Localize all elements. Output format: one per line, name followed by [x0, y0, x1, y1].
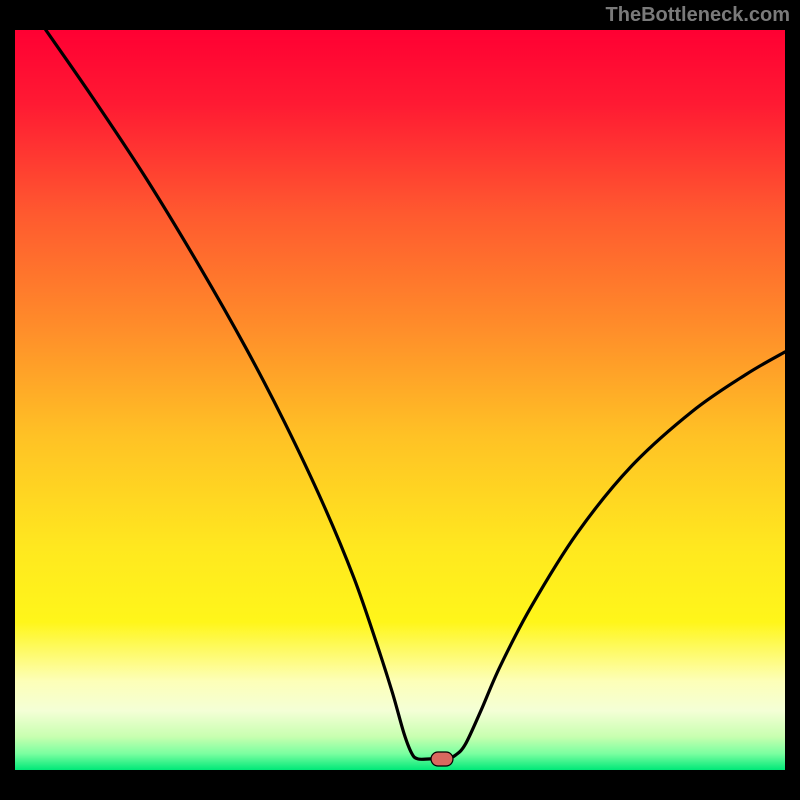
optimal-point-marker: [429, 750, 455, 768]
curve-path: [46, 30, 785, 759]
watermark-text: TheBottleneck.com: [606, 4, 790, 27]
plot-area: [15, 30, 785, 770]
marker-rect: [431, 752, 453, 766]
chart-frame: TheBottleneck.com: [0, 0, 800, 800]
bottleneck-curve: [15, 30, 785, 770]
